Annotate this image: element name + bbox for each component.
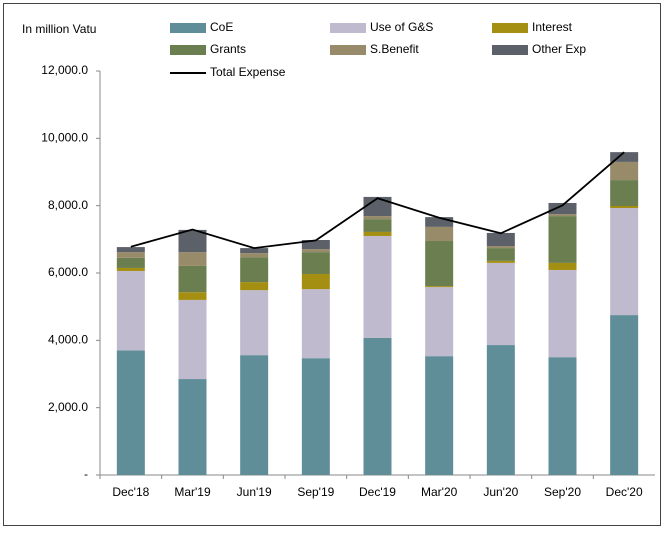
legend-label: Interest bbox=[532, 20, 573, 34]
legend-swatch bbox=[330, 45, 366, 55]
legend-swatch bbox=[492, 45, 528, 55]
bar-segment bbox=[363, 231, 392, 236]
bar-segment bbox=[610, 206, 639, 209]
bar-segment bbox=[610, 315, 639, 475]
bar-segment bbox=[240, 257, 269, 283]
bar-segment bbox=[486, 260, 515, 263]
bar-segment bbox=[425, 217, 454, 227]
bar-segment bbox=[548, 262, 577, 270]
x-tick-label: Dec'18 bbox=[112, 485, 149, 499]
y-tick-label: 2,000.0 bbox=[48, 400, 88, 414]
bar-segment bbox=[301, 240, 330, 250]
bar-segment bbox=[178, 299, 207, 380]
bar-segment bbox=[486, 248, 515, 261]
bar-segment bbox=[240, 253, 269, 258]
bar-segment bbox=[425, 286, 454, 288]
bar-segment bbox=[178, 252, 207, 266]
legend-label: S.Benefit bbox=[370, 42, 419, 56]
legend-label: Other Exp bbox=[532, 42, 586, 56]
bar-segment bbox=[425, 226, 454, 242]
bar-segment bbox=[301, 289, 330, 359]
bar-segment bbox=[363, 235, 392, 338]
bar-segment bbox=[240, 290, 269, 356]
x-tick-label: Jun'20 bbox=[483, 485, 518, 499]
bar-segment bbox=[178, 265, 207, 293]
bar-segment bbox=[240, 248, 269, 254]
bar-segment bbox=[363, 196, 392, 217]
bar-segment bbox=[116, 350, 145, 475]
bar-segment bbox=[240, 282, 269, 291]
bar-segment bbox=[548, 216, 577, 263]
bar-segment bbox=[548, 357, 577, 475]
x-tick-label: Jun'19 bbox=[237, 485, 272, 499]
x-tick-label: Sep'20 bbox=[544, 485, 581, 499]
bar-segment bbox=[301, 249, 330, 253]
bar-segment bbox=[301, 358, 330, 475]
bar-segment bbox=[301, 252, 330, 275]
bar-segment bbox=[178, 292, 207, 300]
x-tick-label: Dec'19 bbox=[359, 485, 396, 499]
y-tick-label: 8,000.0 bbox=[48, 198, 88, 212]
bar-segment bbox=[548, 202, 577, 215]
bar-segment bbox=[548, 214, 577, 217]
legend-swatch bbox=[170, 23, 206, 33]
frame bbox=[3, 3, 661, 526]
legend-swatch bbox=[492, 23, 528, 33]
y-tick-label: 6,000.0 bbox=[48, 265, 88, 279]
bar-segment bbox=[363, 216, 392, 220]
y-tick-label: - bbox=[84, 467, 88, 481]
x-tick-label: Dec'20 bbox=[606, 485, 643, 499]
legend-label: Grants bbox=[210, 42, 246, 56]
bar-segment bbox=[486, 246, 515, 249]
bar-segment bbox=[548, 269, 577, 358]
x-tick-label: Mar'20 bbox=[421, 485, 458, 499]
bar-segment bbox=[116, 252, 145, 258]
bar-segment bbox=[363, 337, 392, 475]
bar-segment bbox=[425, 241, 454, 287]
bar-segment bbox=[116, 267, 145, 271]
bar-segment bbox=[486, 232, 515, 247]
bar-segment bbox=[486, 345, 515, 475]
y-tick-label: 12,000.0 bbox=[41, 63, 88, 77]
y-tick-label: 10,000.0 bbox=[41, 131, 88, 145]
legend-swatch bbox=[330, 23, 366, 33]
total-line bbox=[130, 151, 625, 250]
legend-swatch bbox=[170, 45, 206, 55]
bar-segment bbox=[116, 247, 145, 253]
bar-segment bbox=[425, 287, 454, 357]
bar-segment bbox=[486, 262, 515, 346]
bar-segment bbox=[425, 356, 454, 475]
bar-segment bbox=[363, 219, 392, 232]
legend-label: CoE bbox=[210, 20, 233, 34]
bar-segment bbox=[610, 161, 639, 181]
bar-segment bbox=[610, 208, 639, 316]
bar-segment bbox=[610, 180, 639, 207]
x-tick-label: Mar'19 bbox=[174, 485, 211, 499]
bar-segment bbox=[178, 379, 207, 475]
legend-label: Total Expense bbox=[210, 65, 286, 79]
bar-segment bbox=[240, 355, 269, 475]
y-axis-label: In million Vatu bbox=[22, 22, 96, 36]
legend-label: Use of G&S bbox=[370, 20, 433, 34]
bar-segment bbox=[116, 257, 145, 268]
bar-segment bbox=[610, 152, 639, 162]
bar-segment bbox=[178, 229, 207, 253]
y-tick-label: 4,000.0 bbox=[48, 333, 88, 347]
bar-segment bbox=[116, 270, 145, 351]
bar-segment bbox=[301, 274, 330, 290]
x-tick-label: Sep'19 bbox=[297, 485, 334, 499]
